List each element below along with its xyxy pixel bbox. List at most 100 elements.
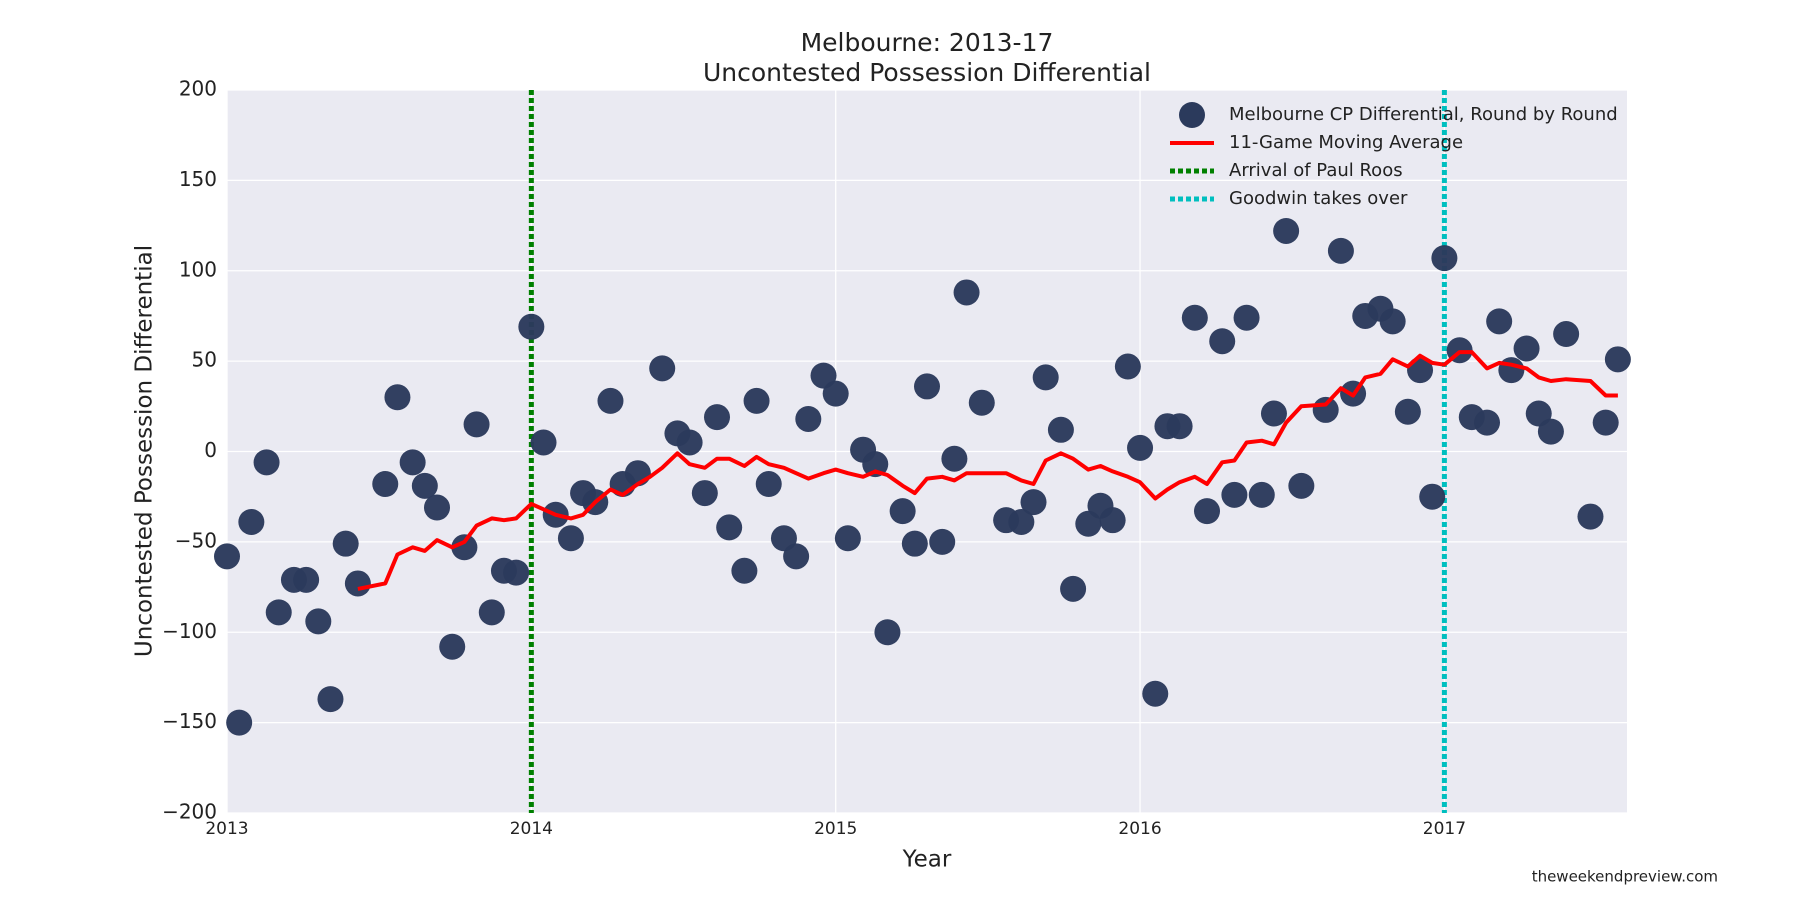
data-point (439, 633, 466, 660)
data-point (1209, 328, 1236, 355)
data-point (834, 525, 861, 552)
y-tick-label: 0 (204, 438, 217, 462)
data-point (716, 514, 743, 541)
y-tick-label: 50 (192, 348, 217, 372)
legend-label: Arrival of Paul Roos (1229, 160, 1403, 181)
data-point (795, 405, 822, 432)
data-point (941, 445, 968, 472)
data-point (518, 313, 545, 340)
data-point (1273, 217, 1300, 244)
data-point (1577, 503, 1604, 530)
data-point (862, 451, 889, 478)
x-tick-label: 2015 (814, 819, 857, 839)
data-point (676, 429, 703, 456)
data-point (874, 619, 901, 646)
data-point (1008, 508, 1035, 535)
data-point (1060, 575, 1087, 602)
data-point (1379, 308, 1406, 335)
data-point (384, 384, 411, 411)
x-tick-label: 2017 (1423, 819, 1466, 839)
data-point (305, 608, 332, 635)
data-point (1553, 321, 1580, 348)
legend-label: Goodwin takes over (1229, 188, 1408, 209)
data-point (731, 557, 758, 584)
data-point (226, 709, 253, 736)
chart-subtitle: Uncontested Possession Differential (703, 58, 1151, 87)
data-point (1194, 498, 1220, 525)
data-point (704, 404, 730, 431)
data-point (253, 449, 280, 476)
x-tick-label: 2014 (510, 819, 553, 839)
y-tick-label: 200 (179, 77, 217, 101)
data-point (1431, 245, 1458, 272)
data-point (1474, 409, 1500, 436)
data-point (344, 570, 371, 597)
x-axis-label: Year (902, 847, 952, 873)
data-point (929, 528, 956, 555)
data-point (914, 373, 940, 400)
data-point (1419, 483, 1446, 510)
data-point (478, 599, 505, 626)
y-tick-label: −200 (162, 800, 217, 824)
y-tick-label: 150 (179, 167, 217, 191)
data-point (503, 559, 530, 586)
legend-label: Melbourne CP Differential, Round by Roun… (1229, 104, 1618, 125)
data-point (953, 279, 980, 306)
source-note: theweekendpreview.com (1532, 868, 1718, 886)
data-point (968, 389, 995, 416)
data-point (332, 530, 359, 557)
data-point (372, 471, 399, 498)
data-point (889, 498, 916, 525)
data-point (1592, 409, 1619, 436)
y-tick-label: 100 (179, 257, 217, 281)
data-point (755, 471, 782, 498)
x-tick-label: 2016 (1118, 819, 1161, 839)
data-point (691, 480, 718, 507)
x-tick-label: 2013 (205, 819, 248, 839)
data-point (783, 543, 810, 570)
data-point (1127, 434, 1154, 461)
data-point (557, 525, 584, 552)
legend: Melbourne CP Differential, Round by Roun… (1170, 102, 1618, 209)
data-point (1142, 680, 1169, 707)
y-tick-label: −50 (175, 528, 217, 552)
line-series (357, 350, 1618, 591)
data-point (399, 449, 426, 476)
data-point (265, 599, 292, 626)
data-point (1486, 308, 1513, 335)
data-point (1221, 481, 1248, 508)
data-point (238, 508, 265, 535)
data-point (1181, 304, 1208, 331)
data-point (1166, 413, 1193, 440)
data-point (822, 380, 849, 407)
data-point (1260, 400, 1287, 427)
data-point (1513, 335, 1540, 362)
data-point (1327, 237, 1354, 264)
data-point (1498, 357, 1525, 384)
data-point (901, 530, 928, 557)
y-tick-label: −100 (162, 619, 217, 643)
data-point (1604, 346, 1631, 373)
legend-marker (1179, 102, 1205, 128)
data-point (463, 411, 490, 438)
data-point (1312, 396, 1339, 423)
data-point (1114, 353, 1141, 380)
data-point (214, 543, 240, 570)
data-point (1047, 416, 1074, 443)
data-point (424, 494, 450, 521)
data-point (597, 387, 624, 414)
data-point (451, 534, 478, 561)
legend-label: 11-Game Moving Average (1229, 132, 1463, 153)
data-point (1099, 507, 1126, 534)
y-axis-label: Uncontested Possession Differential (132, 245, 158, 657)
data-point (1537, 418, 1564, 445)
data-point (293, 566, 320, 593)
data-point (411, 472, 438, 499)
data-point (1233, 304, 1260, 331)
data-point (317, 686, 344, 713)
data-point (530, 429, 557, 456)
y-tick-label: −150 (162, 709, 217, 733)
data-point (743, 387, 770, 414)
data-point (649, 355, 676, 382)
